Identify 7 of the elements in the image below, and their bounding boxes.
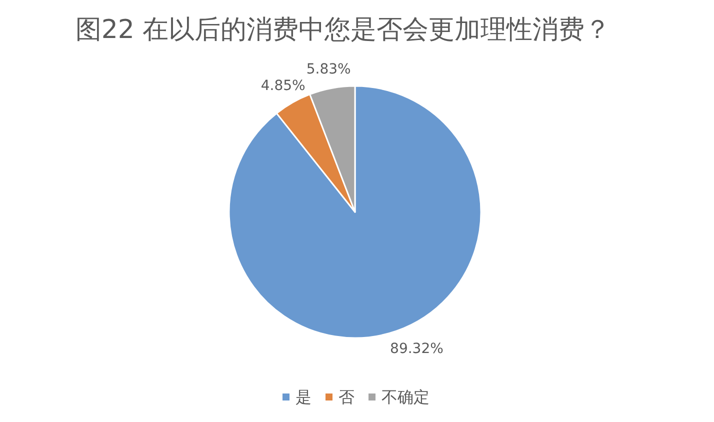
- data-label: 5.83%: [306, 61, 351, 78]
- data-label: 89.32%: [390, 340, 444, 357]
- legend-label: 是: [296, 388, 312, 406]
- data-label: 4.85%: [260, 78, 306, 94]
- chart-title: 图22 在以后的消费中您是否会更加理性消费？: [75, 15, 611, 45]
- legend-label: 否: [338, 388, 354, 406]
- legend-label: 不确定: [382, 388, 430, 406]
